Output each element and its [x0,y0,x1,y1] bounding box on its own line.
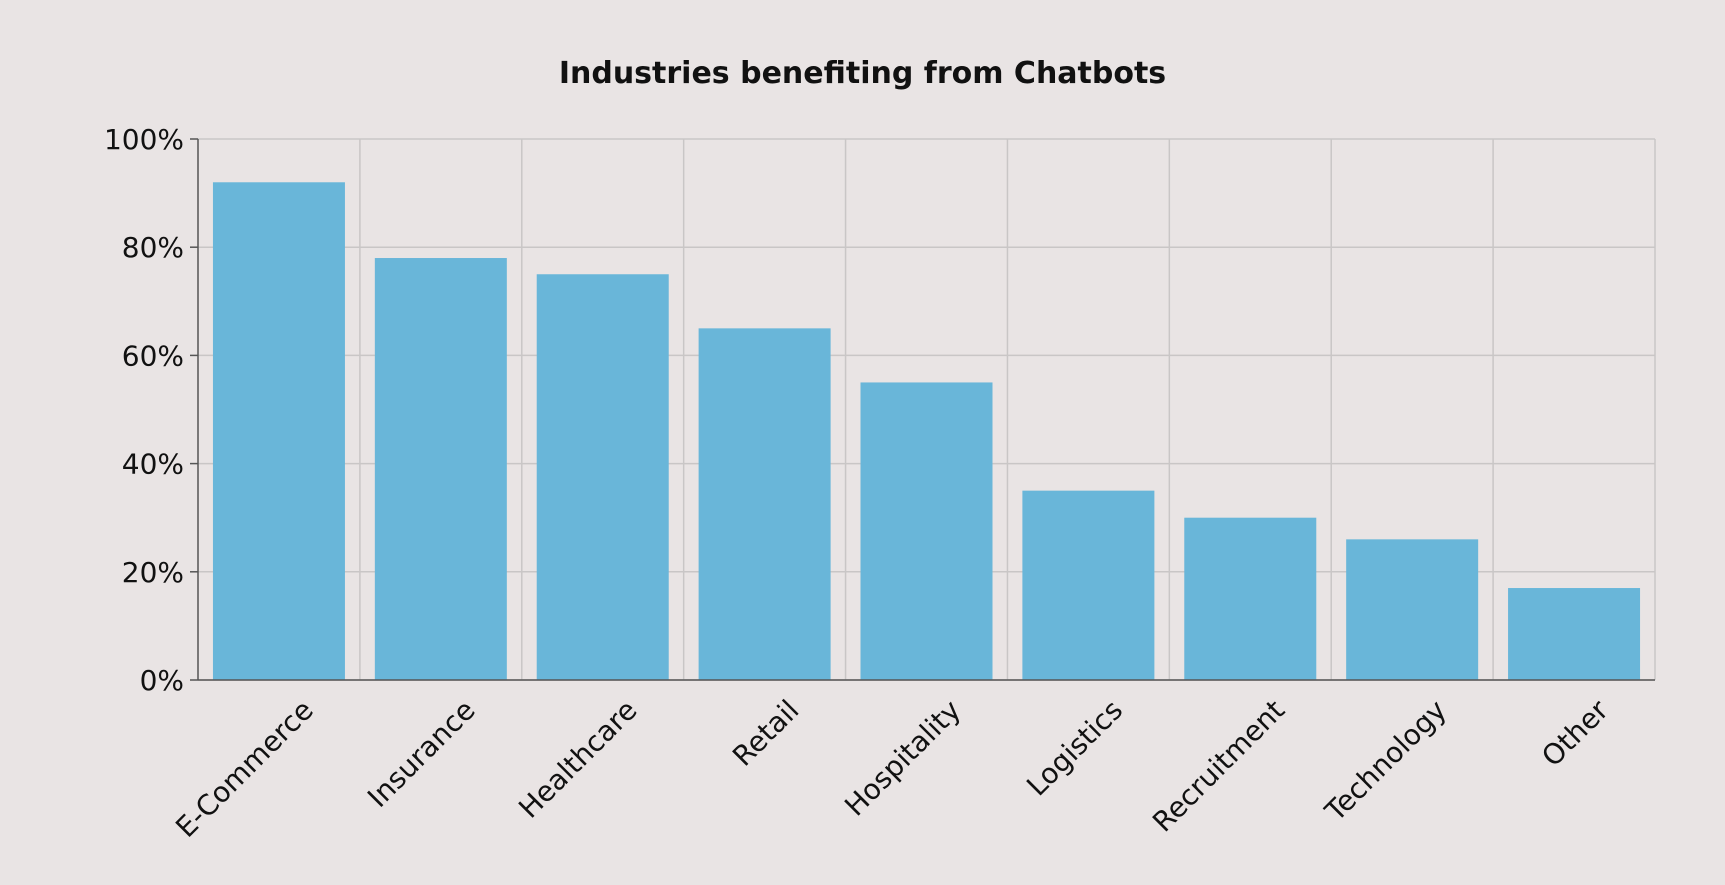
y-tick-label: 40% [122,448,184,481]
bar-insurance [374,258,507,680]
bar-other [1508,588,1641,680]
bar-e-commerce [212,182,345,680]
x-tick-label: Logistics [1020,693,1129,802]
bar-logistics [1022,490,1155,680]
chart-title: Industries benefiting from Chatbots [558,56,1167,91]
bar-healthcare [536,274,669,680]
x-tick-labels: E-Commerce Insurance Healthcare Retail Hospi… [169,693,1615,844]
bar-technology [1346,539,1479,680]
x-tick-label: Insurance [361,693,481,813]
axes [190,138,1655,681]
y-tick-label: 0% [140,664,184,697]
y-tick-label: 60% [122,339,184,372]
x-tick-label: Recruitment [1146,693,1291,838]
x-tick-label: Healthcare [512,693,643,824]
x-tick-label: Hospitality [838,693,967,822]
x-tick-label: E-Commerce [169,693,319,843]
bar-retail [698,328,831,680]
bar-recruitment [1184,517,1317,680]
y-tick-labels: 0% 20% 40% 60% 80% 100% [104,123,184,697]
y-tick-label: 80% [122,231,184,264]
y-tick-label: 20% [122,556,184,589]
bars [212,182,1641,680]
x-tick-label: Other [1535,693,1615,773]
x-tick-label: Retail [726,693,805,772]
y-tick-label: 100% [104,123,184,156]
bar-hospitality [860,382,993,680]
x-tick-label: Technology [1318,693,1453,828]
